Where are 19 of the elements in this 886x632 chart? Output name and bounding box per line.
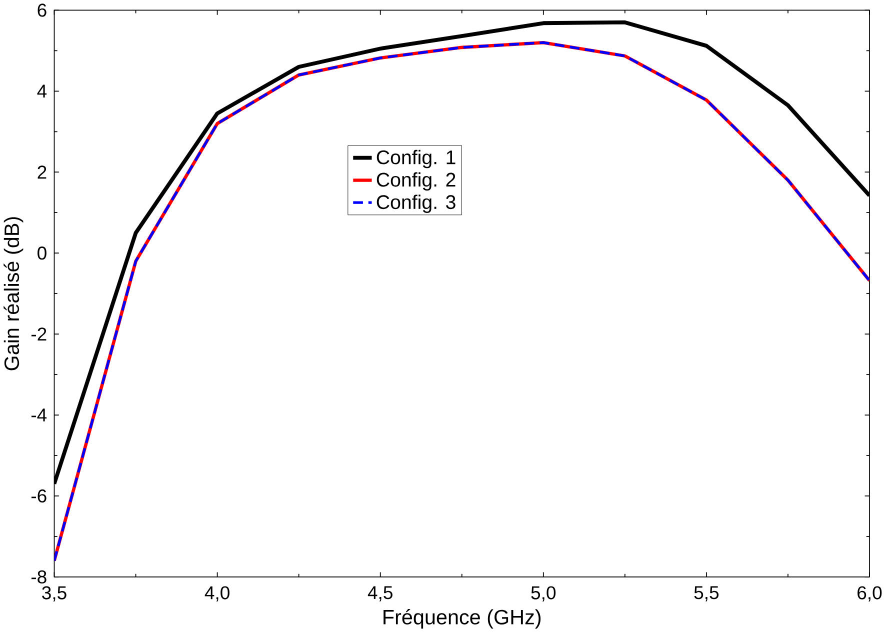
y-tick-label: -6 [31,489,46,502]
y-tick-label: -2 [31,327,46,340]
y-axis-title: Gain réalisé (dB) [4,217,24,370]
legend-label: Config. 3 [376,194,456,213]
y-tick-label: 6 [38,4,46,17]
y-tick-label: 0 [38,246,46,260]
x-axis-title: Fréquence (GHz) [384,608,541,628]
y-tick-label: -4 [31,408,47,422]
x-tick-label: 4,0 [204,586,230,602]
legend-label: Config. 1 [376,150,456,168]
x-tick-label: 6,0 [858,586,882,602]
x-tick-label: 4,5 [368,586,392,602]
y-tick-label: -8 [31,570,46,584]
y-tick-label: 4 [37,84,47,98]
legend-label: Config. 2 [376,172,456,190]
x-tick-label: 5,5 [694,586,719,602]
x-tick-label: 3,5 [42,586,66,602]
y-tick-label: 2 [38,166,46,178]
x-tick-label: 5,0 [531,586,556,602]
